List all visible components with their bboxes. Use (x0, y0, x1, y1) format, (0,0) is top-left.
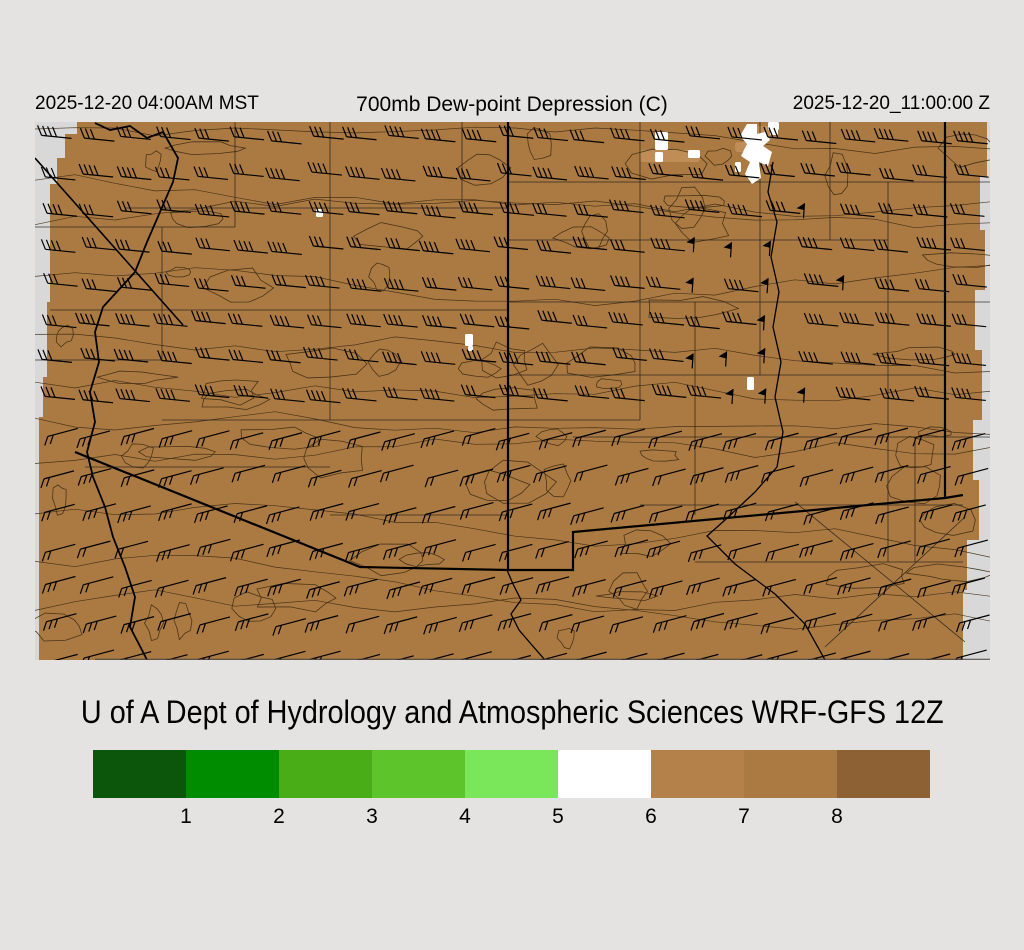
colorbar-segment (186, 750, 279, 798)
map-layers (35, 122, 990, 660)
colorbar (93, 750, 930, 798)
colorbar-tick-label: 6 (645, 805, 657, 828)
caption-row: U of A Dept of Hydrology and Atmospheric… (0, 694, 1024, 731)
colorbar-tick-label: 1 (180, 805, 192, 828)
colorbar-segment (372, 750, 465, 798)
valid-time-local-label: 2025-12-20 04:00AM MST (35, 93, 259, 114)
river-layer (86, 122, 826, 660)
colorbar-segment (651, 750, 744, 798)
wind-barb-layer (37, 125, 990, 660)
colorbar-segment (744, 750, 837, 798)
dewpoint-depression-fill (39, 122, 987, 660)
map-svg (35, 122, 990, 660)
state-border-layer (74, 122, 964, 572)
colorbar-segment (558, 750, 651, 798)
colorbar-tick-label: 5 (552, 805, 564, 828)
colorbar-tick-label: 8 (831, 805, 843, 828)
contour-line-layer (35, 126, 990, 650)
diagonal-state-border (35, 157, 184, 326)
colorbar-segment (279, 750, 372, 798)
weather-map-canvas (35, 122, 990, 660)
map-title: 700mb Dew-point Depression (C) (356, 93, 668, 116)
colorbar-segment (837, 750, 930, 798)
valid-time-utc-label: 2025-12-20_11:00:00 Z (792, 93, 990, 114)
colorbar-segment (465, 750, 558, 798)
colorbar-tick-label: 3 (366, 805, 378, 828)
colorbar-segment (93, 750, 186, 798)
colorbar-tick-label: 2 (273, 805, 285, 828)
colorbar-tick-label: 7 (738, 805, 750, 828)
county-boundary-layer (35, 122, 990, 648)
colorbar-tick-label: 4 (459, 805, 471, 828)
colorbar-tick-labels: 1 2 3 4 5 6 7 8 (93, 805, 930, 835)
caption-text: U of A Dept of Hydrology and Atmospheric… (80, 694, 944, 730)
